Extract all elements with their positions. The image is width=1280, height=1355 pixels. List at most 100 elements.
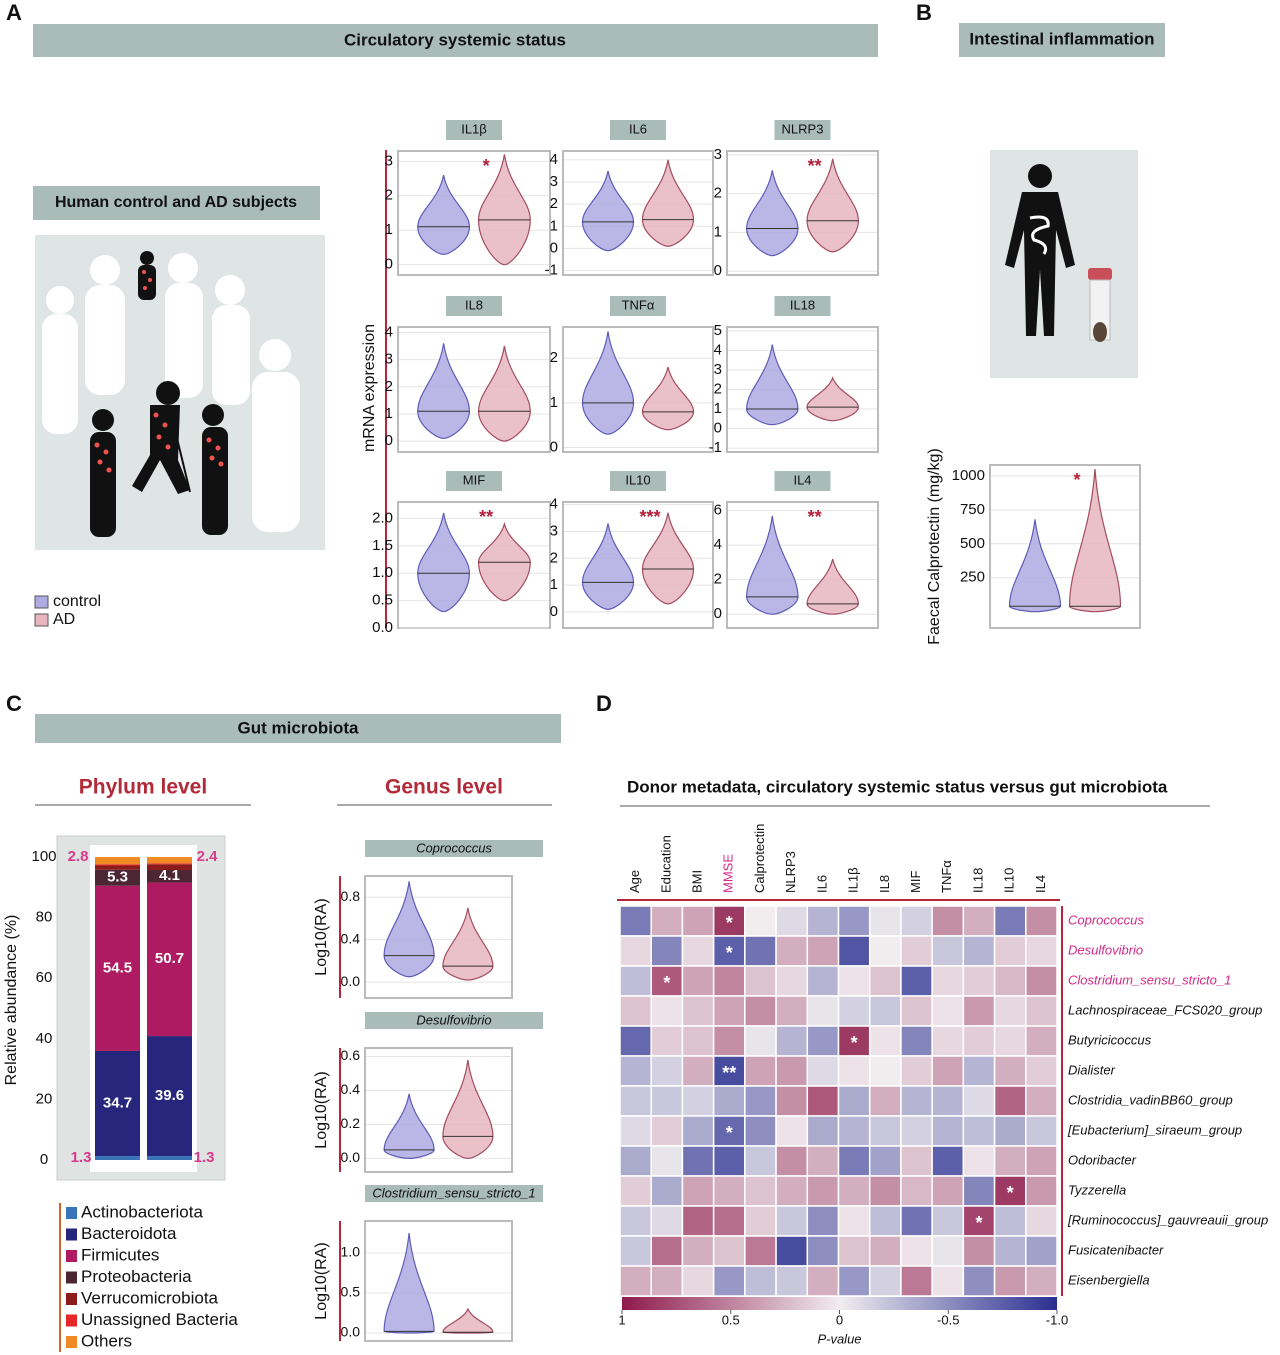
bar-segment: [95, 865, 140, 870]
y-tick-label: 20: [36, 1090, 53, 1107]
legend-label: control: [53, 593, 101, 610]
chart-title: IL8: [465, 297, 483, 312]
value-label: 1.3: [194, 1149, 215, 1166]
heatmap-cell: [744, 1145, 777, 1177]
heatmap-cell: [931, 935, 965, 967]
title-box: [774, 120, 831, 140]
y-tick-label: 3: [385, 351, 393, 368]
legend-swatch: [34, 613, 49, 627]
legend-label: AD: [53, 611, 75, 628]
title-box: [365, 1012, 543, 1029]
column-label: Education: [658, 835, 673, 893]
colorbar-tick-label: 0: [836, 1312, 843, 1327]
heatmap-cell: [900, 1115, 933, 1147]
heatmap-cell: [681, 1205, 715, 1237]
chart-title: Desulfovibrio: [416, 1012, 491, 1027]
row-label: Odoribacter: [1068, 1152, 1137, 1167]
bar-segment: [147, 1036, 192, 1157]
y-tick-label: 1: [714, 223, 722, 240]
heatmap-cell: [744, 995, 777, 1027]
heatmap-cell: [868, 1235, 902, 1267]
y-axis-label: Faecal Calprotectin (mg/kg): [926, 448, 943, 645]
row-label: Lachnospiraceae_FCS020_group: [1068, 1002, 1262, 1017]
column-label: IL1β: [846, 867, 861, 893]
y-tick-label: 0: [40, 1151, 48, 1168]
title-box: [446, 296, 502, 316]
legend-label: Proteobacteria: [81, 1267, 192, 1286]
y-tick-label: 4: [385, 323, 393, 340]
heatmap-cell: [650, 995, 684, 1027]
heatmap-cell: [650, 935, 684, 967]
heatmap-cell: [1025, 905, 1058, 937]
value-label: 34.7: [103, 1094, 132, 1111]
y-tick-label: 1: [550, 217, 558, 234]
violin: [746, 170, 799, 257]
y-tick-label: 40: [36, 1030, 53, 1047]
violin: [477, 345, 531, 442]
y-tick-label: 1.0: [341, 1244, 361, 1260]
column-label: MIF: [908, 871, 923, 893]
heatmap-cell: [619, 1055, 652, 1087]
header: Intestinal inflammation: [969, 29, 1154, 48]
heatmap-cell: [837, 1145, 871, 1177]
title-box: [774, 296, 831, 316]
heatmap-cell: [712, 1205, 746, 1237]
y-axis-label: mRNA expression: [361, 324, 378, 452]
heatmap-cell: [744, 1085, 777, 1117]
heatmap-cell: [962, 965, 996, 997]
y-tick-label: 0: [714, 605, 722, 622]
row-label: Butyricicoccus: [1068, 1032, 1152, 1047]
colorbar-tick-label: -1.0: [1046, 1312, 1068, 1327]
heatmap-cell: [806, 1115, 840, 1147]
heatmap-cell: [619, 1265, 652, 1297]
row-label: Clostridia_vadinBB60_group: [1068, 1092, 1233, 1107]
legend-swatch: [66, 1336, 77, 1348]
panel-letter: D: [596, 691, 612, 716]
heatmap-cell: [1025, 1265, 1058, 1297]
heatmap-cell: [868, 1025, 902, 1057]
heatmap-cell: [837, 1085, 871, 1117]
bar-segment: [147, 864, 192, 871]
heatmap-cell: [806, 965, 840, 997]
heatmap-cell: [650, 1085, 684, 1117]
heatmap-cell: [806, 905, 840, 937]
heatmap-cell: [962, 1025, 996, 1057]
heatmap-cell: [806, 1055, 840, 1087]
y-tick-label: 2: [714, 571, 722, 588]
column-label: IL10: [1002, 868, 1017, 893]
y-tick-label: 3: [714, 146, 722, 163]
y-tick-label: 80: [36, 909, 53, 926]
heatmap-cell: [681, 995, 715, 1027]
heatmap-cell: [650, 965, 684, 997]
heatmap-cell: [650, 1145, 684, 1177]
heatmap-cell: [837, 1175, 871, 1207]
heatmap-cell: [681, 1265, 715, 1297]
y-tick-label: 0: [385, 256, 393, 273]
heatmap-cell: [868, 995, 902, 1027]
heatmap-cell: [681, 1175, 715, 1207]
heatmap-cell: [962, 1175, 996, 1207]
violin: [442, 907, 494, 981]
chart-title: TNFα: [622, 297, 655, 312]
heatmap-cell: [993, 1205, 1027, 1237]
heatmap-cell: [744, 1115, 777, 1147]
y-tick-label: 1: [385, 221, 393, 238]
heatmap-cell: [775, 1145, 809, 1177]
heatmap-cell: [806, 1175, 840, 1207]
y-tick-label: 3: [714, 361, 722, 378]
heatmap-cell: [712, 1235, 746, 1267]
violin: [581, 331, 635, 435]
header-bar: [959, 23, 1165, 57]
legend-label: Verrucomicrobiota: [81, 1288, 219, 1307]
heatmap-cell: [744, 905, 777, 937]
heatmap-cell: [712, 1025, 746, 1057]
heatmap-cell: [993, 995, 1027, 1027]
heatmap-cell: [962, 935, 996, 967]
heatmap-cell: [744, 1205, 777, 1237]
heatmap-cell: [806, 1025, 840, 1057]
subheader: Phylum level: [79, 776, 207, 799]
heatmap-cell: [837, 1115, 871, 1147]
y-tick-label: 2: [550, 349, 558, 366]
header: Circulatory systemic status: [344, 30, 566, 49]
